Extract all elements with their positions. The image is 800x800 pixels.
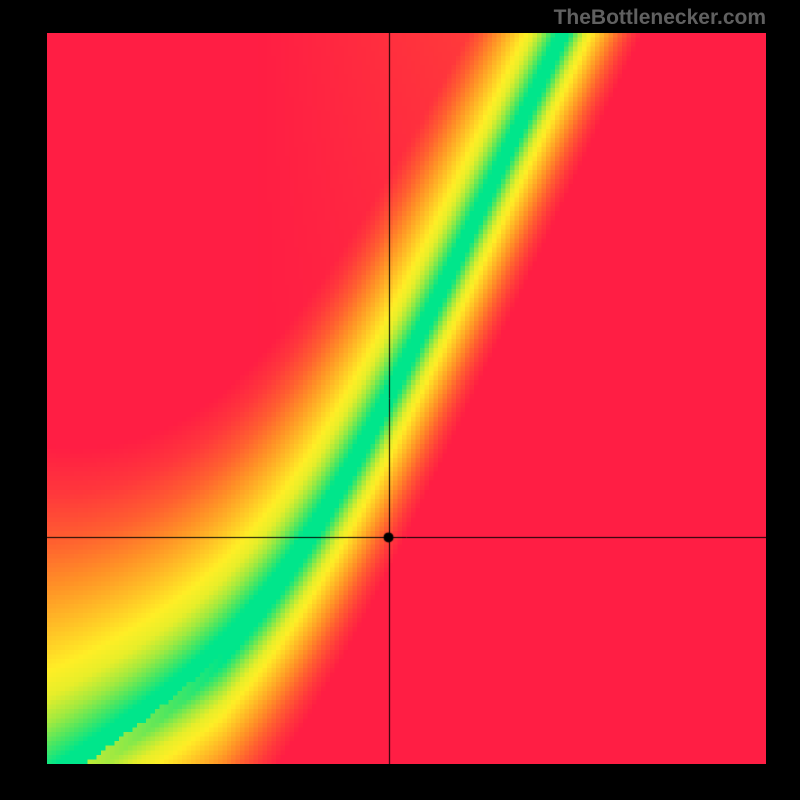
watermark-text: TheBottlenecker.com [554, 6, 766, 30]
crosshair-overlay [47, 33, 766, 764]
chart-container: TheBottlenecker.com [0, 0, 800, 800]
